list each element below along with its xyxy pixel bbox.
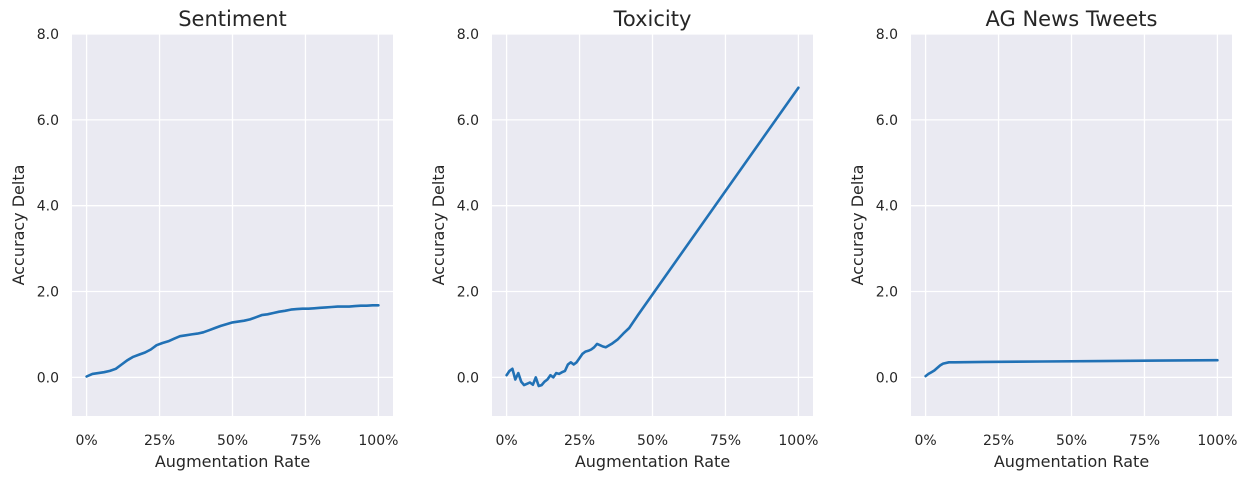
y-tick-label: 8.0	[37, 27, 59, 43]
x-tick-label: 0%	[495, 433, 517, 449]
y-tick-label: 0.0	[457, 370, 479, 386]
x-tick-label: 50%	[637, 433, 668, 449]
y-tick-label: 6.0	[457, 113, 479, 129]
x-tick-label: 100%	[778, 433, 818, 449]
x-axis-label: Augmentation Rate	[994, 452, 1149, 471]
y-tick-label: 6.0	[37, 113, 59, 129]
x-tick-label: 25%	[144, 433, 175, 449]
chart-title: Toxicity	[613, 7, 692, 31]
y-tick-label: 8.0	[876, 27, 898, 43]
series-line	[924, 358, 1219, 378]
x-tick-label: 0%	[914, 433, 936, 449]
x-tick-label: 50%	[217, 433, 248, 449]
y-tick-label: 4.0	[876, 199, 898, 215]
y-tick-label: 0.0	[876, 370, 898, 386]
x-tick-label: 75%	[710, 433, 741, 449]
series-line	[505, 86, 800, 388]
x-axis-label: Augmentation Rate	[155, 452, 310, 471]
x-axis-label: Augmentation Rate	[575, 452, 730, 471]
x-tick-label: 50%	[1056, 433, 1087, 449]
y-tick-label: 2.0	[37, 285, 59, 301]
chart-panel: 0.0 2.0 4.0 6.0 8.0 0% 25% 50% 75% 100% Toxicity Au…	[429, 7, 818, 471]
chart-title: AG News Tweets	[986, 7, 1158, 31]
chart-title: Sentiment	[178, 7, 287, 31]
y-tick-label: 6.0	[876, 113, 898, 129]
series-line	[85, 304, 380, 378]
x-tick-label: 25%	[564, 433, 595, 449]
chart-panel: 0.0 2.0 4.0 6.0 8.0 0% 25% 50% 75% 100% Sentiment A…	[9, 7, 398, 471]
y-tick-label: 4.0	[457, 199, 479, 215]
y-tick-label: 2.0	[876, 285, 898, 301]
x-tick-label: 100%	[358, 433, 398, 449]
y-tick-label: 8.0	[457, 27, 479, 43]
chart-panel: 0.0 2.0 4.0 6.0 8.0 0% 25% 50% 75% 100% AG News Tw…	[848, 7, 1237, 471]
y-tick-label: 4.0	[37, 199, 59, 215]
y-axis-label: Accuracy Delta	[9, 165, 28, 286]
x-tick-label: 100%	[1197, 433, 1237, 449]
y-axis-label: Accuracy Delta	[848, 165, 867, 286]
x-tick-label: 25%	[983, 433, 1014, 449]
x-tick-label: 75%	[1129, 433, 1160, 449]
y-tick-label: 2.0	[457, 285, 479, 301]
x-tick-label: 75%	[290, 433, 321, 449]
y-tick-label: 0.0	[37, 370, 59, 386]
x-tick-label: 0%	[75, 433, 97, 449]
y-axis-label: Accuracy Delta	[429, 165, 448, 286]
